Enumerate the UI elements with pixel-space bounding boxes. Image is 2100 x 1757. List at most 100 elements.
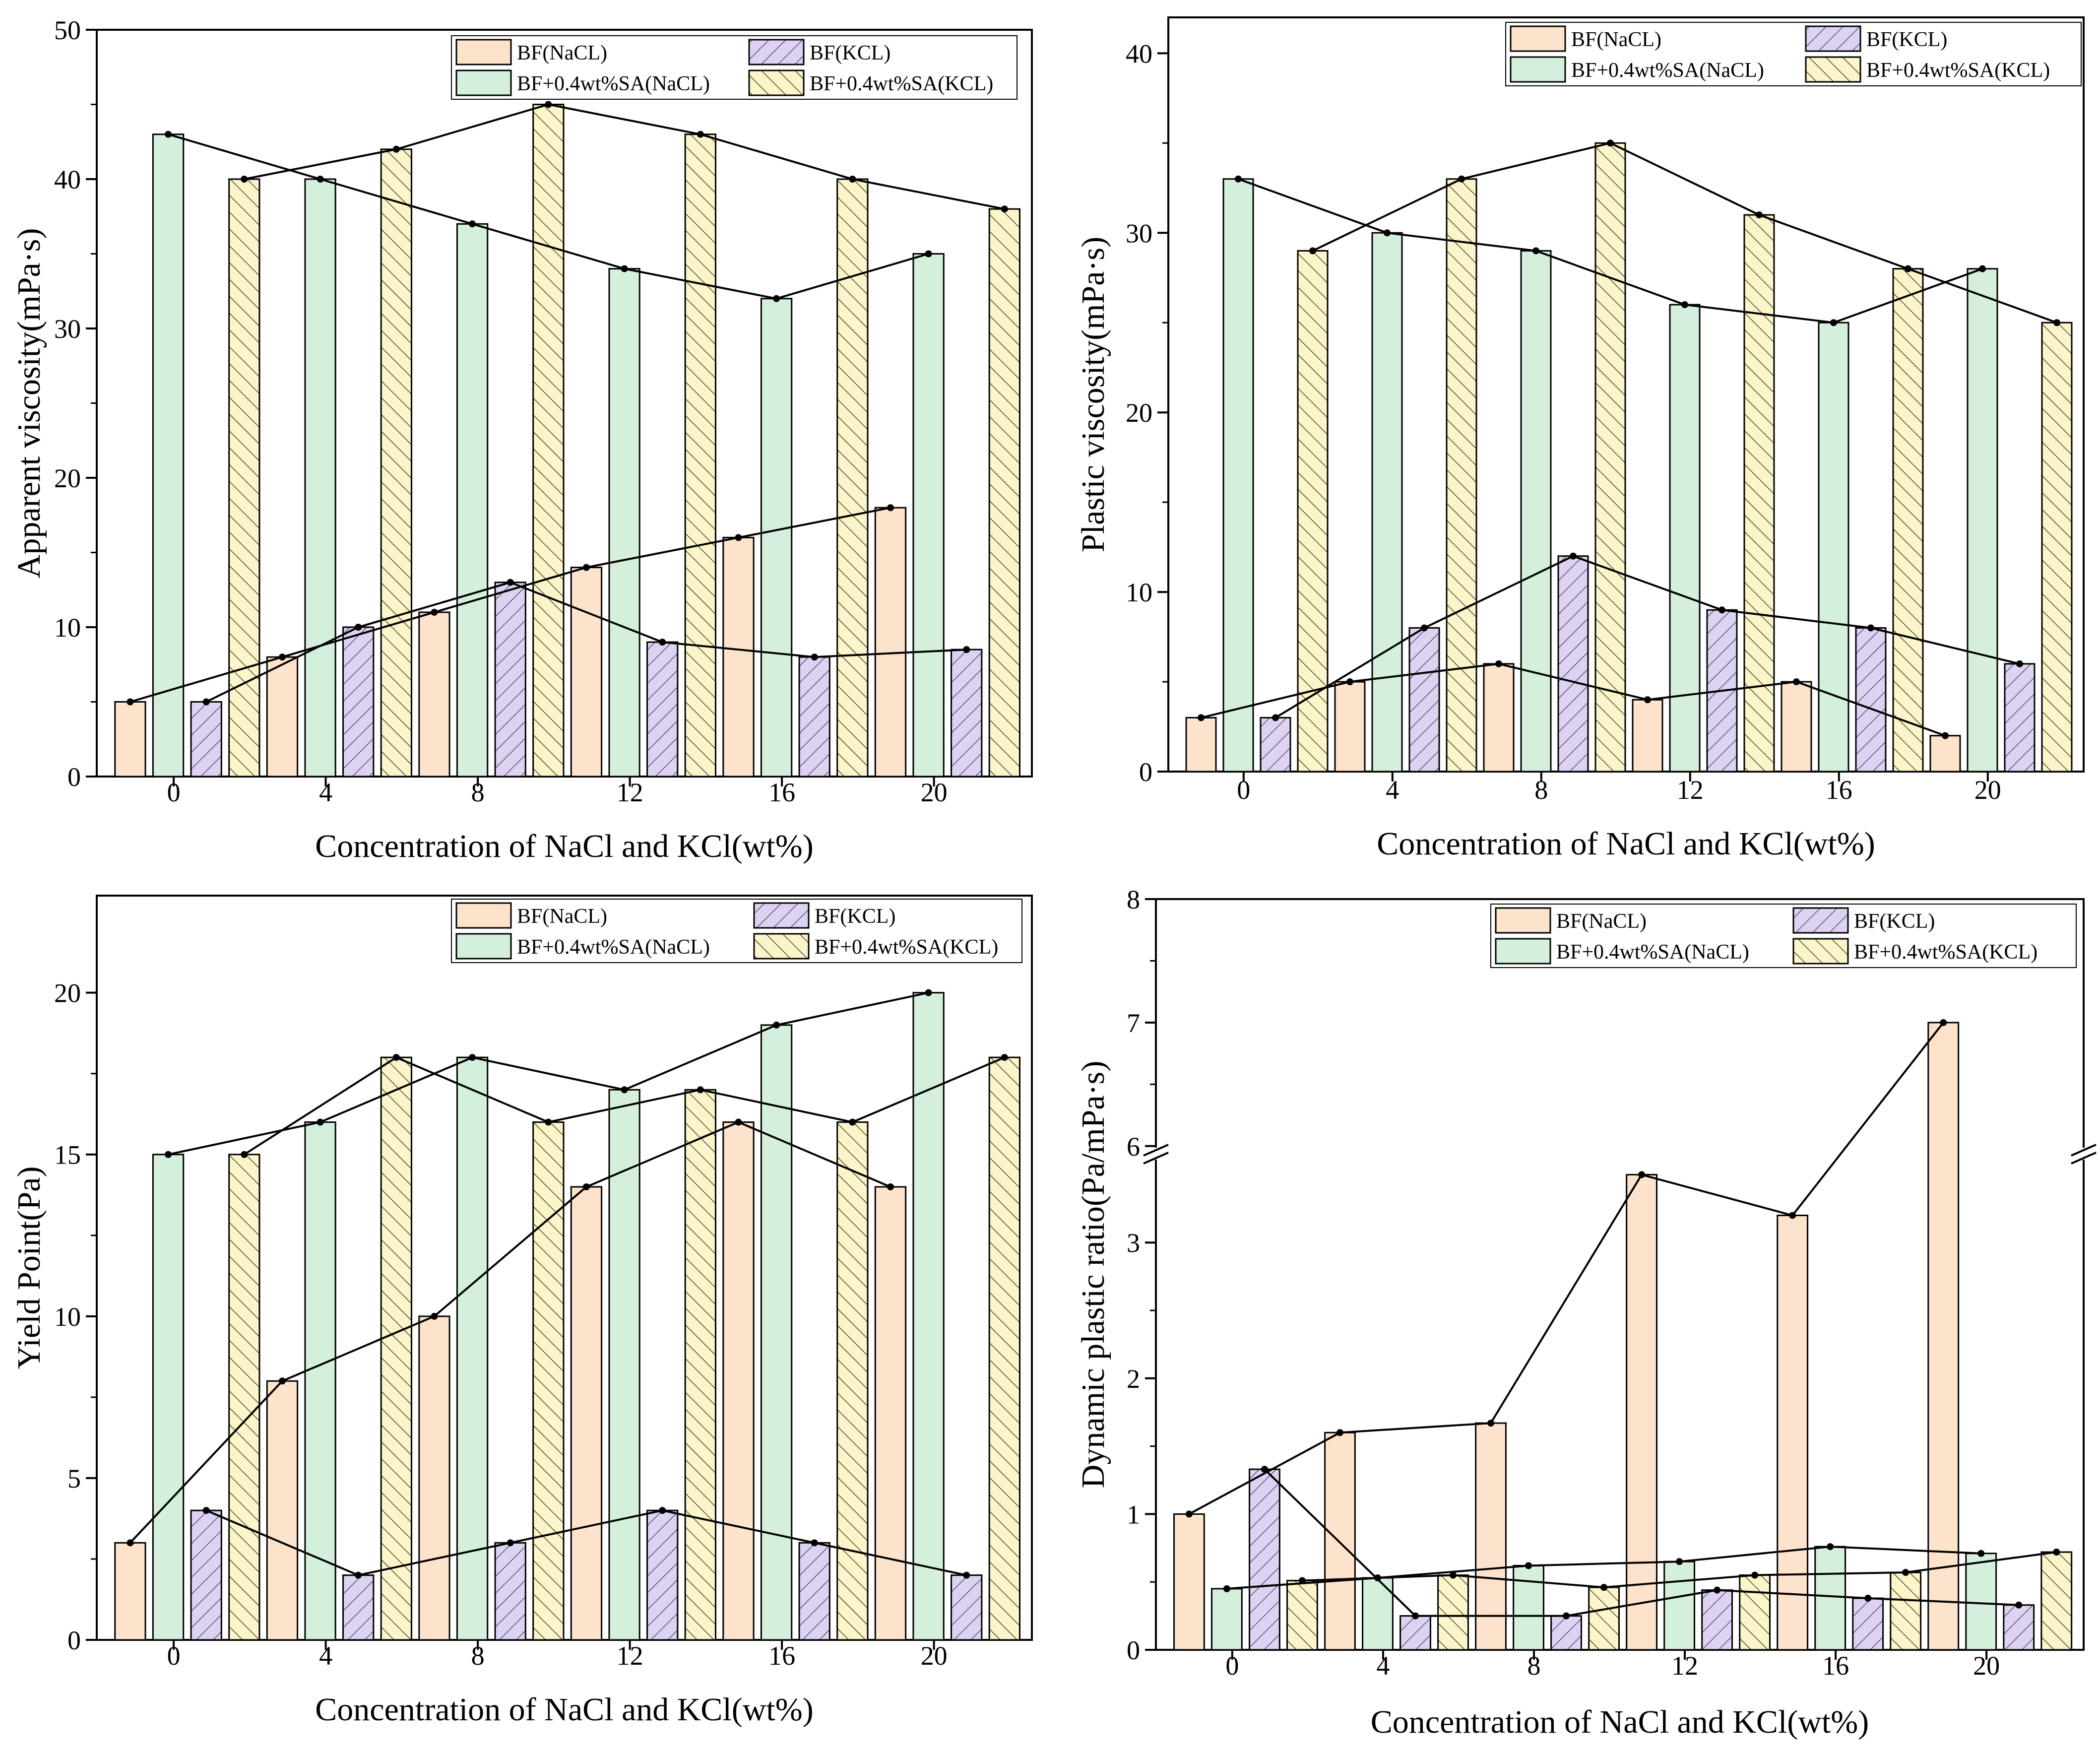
y-axis-title: Yield Point(Pa)	[11, 1167, 47, 1369]
bar-kcl	[1260, 716, 1291, 773]
point-kcl	[1867, 624, 1874, 632]
bar-sa-kcl	[1588, 1586, 1620, 1651]
bars	[1173, 1022, 2073, 1651]
bar-sa-nacl	[760, 298, 793, 778]
bar-kcl	[2004, 663, 2036, 773]
y-tick-label: 0	[1127, 1635, 1140, 1665]
point-nacl	[1346, 678, 1353, 686]
x-tick-label: 0	[1237, 775, 1250, 805]
point-sa-nacl	[925, 989, 932, 996]
legend-label: BF(NaCL)	[1571, 28, 1661, 51]
point-sa-nacl	[165, 1151, 172, 1158]
bar-nacl	[1929, 735, 1961, 773]
line-sa-nacl	[168, 991, 929, 1156]
legend-swatch-kcl	[1792, 907, 1849, 934]
y-axis-title: Plastic viscosity(mPa·s)	[1075, 237, 1111, 552]
y-tick-label: 1	[1127, 1499, 1140, 1529]
bar-sa-nacl	[912, 992, 945, 1641]
bar-sa-kcl	[532, 1121, 565, 1641]
y-tick-label: 50	[54, 15, 81, 45]
point-nacl	[278, 653, 286, 661]
bar-sa-kcl	[532, 104, 565, 778]
bar-nacl	[1632, 699, 1663, 773]
point-sa-nacl	[1223, 1585, 1230, 1592]
y-tick-label: 40	[54, 165, 81, 195]
y-axis-title: Dynamic plastic ratio(Pa/mPa·s)	[1075, 1061, 1111, 1488]
bar-sa-nacl	[760, 1024, 793, 1641]
x-tick-label: 4	[319, 778, 332, 807]
point-sa-kcl	[1450, 1571, 1457, 1579]
point-sa-nacl	[317, 176, 324, 183]
bar-sa-kcl	[380, 148, 412, 778]
x-tick-label: 20	[921, 778, 948, 807]
point-kcl	[1272, 714, 1279, 721]
legend-swatch-sa-kcl	[1805, 56, 1861, 83]
point-nacl	[582, 564, 590, 571]
point-nacl	[735, 1118, 742, 1126]
bar-sa-nacl	[1371, 232, 1403, 773]
legend-label: BF+0.4wt%SA(NaCL)	[1571, 59, 1764, 82]
point-nacl	[1940, 1019, 1947, 1026]
bar-sa-nacl	[1211, 1588, 1243, 1651]
bar-sa-kcl	[836, 178, 869, 778]
bar-nacl	[722, 1121, 755, 1641]
x-tick-label: 16	[768, 1641, 795, 1671]
legend-label: BF(KCL)	[810, 42, 891, 65]
bar-sa-kcl	[2040, 1551, 2073, 1651]
x-axis-title: Concentration of NaCl and KCl(wt%)	[315, 828, 813, 864]
x-tick-label: 8	[1534, 775, 1548, 805]
x-tick-label: 8	[471, 1641, 485, 1671]
bar-kcl	[2003, 1604, 2035, 1651]
point-kcl	[202, 698, 210, 706]
y-ticks: 0 10 20 30 40 50	[54, 15, 97, 792]
line-nacl	[1188, 1022, 1944, 1515]
bar-sa-nacl	[912, 253, 945, 778]
bar-sa-kcl	[1446, 178, 1477, 773]
x-tick-label: 12	[1677, 775, 1704, 805]
bar-sa-kcl	[988, 208, 1020, 778]
point-sa-kcl	[241, 1151, 248, 1158]
legend-swatch-nacl	[1510, 25, 1566, 52]
point-nacl	[1495, 660, 1502, 667]
point-sa-nacl	[1235, 175, 1242, 183]
bar-sa-kcl	[1892, 268, 1924, 773]
point-sa-nacl	[621, 1086, 628, 1094]
legend-label: BF+0.4wt%SA(KCL)	[1854, 941, 2037, 964]
bar-nacl	[1173, 1513, 1205, 1651]
legend-label: BF(NaCL)	[517, 905, 607, 928]
x-tick-label: 4	[1386, 775, 1399, 805]
x-tick-label: 12	[617, 778, 643, 807]
legend-label: BF+0.4wt%SA(NaCL)	[1556, 941, 1749, 964]
point-sa-kcl	[2053, 319, 2060, 326]
y-tick-label: 8	[1127, 885, 1140, 914]
legend-swatch-kcl	[1805, 25, 1861, 52]
point-nacl	[582, 1183, 590, 1190]
bar-sa-kcl	[684, 1089, 716, 1641]
point-nacl	[1644, 696, 1651, 704]
point-kcl	[811, 653, 818, 661]
bar-kcl	[798, 1542, 830, 1641]
legend: BF(NaCL) BF(KCL) BF+0.4wt%SA(NaCL) BF+0.4wt…	[451, 35, 1018, 100]
point-sa-kcl	[392, 145, 400, 153]
bar-kcl	[190, 701, 222, 778]
bar-kcl	[798, 656, 830, 778]
legend-swatch-nacl	[455, 902, 512, 929]
x-tick-label: 16	[1822, 1651, 1849, 1681]
y-tick-label: 30	[1126, 218, 1152, 248]
point-sa-kcl	[1905, 265, 1911, 272]
x-tick-label: 20	[921, 1641, 948, 1671]
x-axis-title: Concentration of NaCl and KCl(wt%)	[1377, 826, 1875, 862]
point-kcl	[659, 639, 666, 646]
bar-sa-kcl	[1890, 1571, 1922, 1651]
series-lines	[127, 989, 1008, 1579]
bar-kcl	[494, 582, 526, 778]
bar-kcl	[1249, 1468, 1280, 1651]
point-sa-nacl	[1676, 1558, 1683, 1565]
legend: BF(NaCL) BF(KCL) BF+0.4wt%SA(NaCL) BF+0.4wt…	[1490, 904, 2077, 968]
line-kcl	[1264, 1468, 2019, 1617]
x-tick-label: 4	[319, 1641, 332, 1671]
bar-sa-nacl	[1669, 304, 1701, 773]
point-kcl	[2015, 1601, 2023, 1609]
